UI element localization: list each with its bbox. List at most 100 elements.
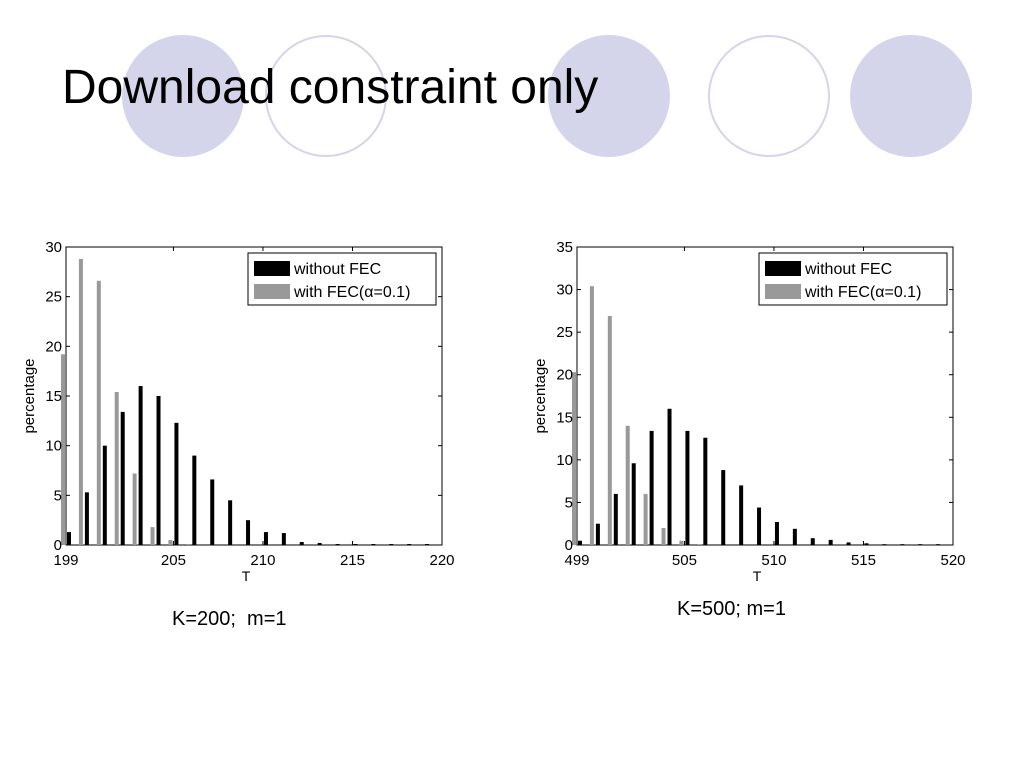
bar-with-fec xyxy=(114,392,119,545)
bar-without-fec xyxy=(228,500,233,545)
y-tick-label: 10 xyxy=(556,452,573,469)
bar-with-fec xyxy=(643,493,648,545)
x-tick-label: 215 xyxy=(340,552,365,569)
decorative-circle xyxy=(265,35,387,157)
legend-swatch xyxy=(254,284,290,299)
y-tick-label: 30 xyxy=(45,239,62,256)
y-tick-label: 15 xyxy=(45,388,62,405)
chart-caption-k200: K=200; m=1 xyxy=(172,608,287,630)
y-tick-label: 5 xyxy=(565,494,573,511)
y-tick-label: 35 xyxy=(556,239,573,256)
decorative-circle xyxy=(850,35,972,157)
bar-without-fec xyxy=(138,386,143,545)
x-tick-label: 520 xyxy=(940,552,965,569)
bar-without-fec xyxy=(102,445,107,545)
x-tick-label: 199 xyxy=(53,552,78,569)
legend-label: with FEC(α=0.1) xyxy=(293,284,410,301)
bar-without-fec xyxy=(246,520,251,545)
bar-without-fec xyxy=(900,544,905,545)
y-tick-label: 30 xyxy=(556,282,573,299)
bar-without-fec xyxy=(371,544,376,545)
legend-swatch xyxy=(254,261,290,276)
x-tick-label: 210 xyxy=(250,552,275,569)
bar-without-fec xyxy=(335,544,340,545)
bar-without-fec xyxy=(721,470,726,545)
y-tick-label: 25 xyxy=(45,289,62,306)
bar-with-fec xyxy=(78,258,83,545)
y-tick-label: 15 xyxy=(556,409,573,426)
bar-without-fec xyxy=(631,463,636,545)
chart-caption-k500: K=500; m=1 xyxy=(677,598,786,620)
bar-without-fec xyxy=(613,493,618,545)
legend-swatch xyxy=(765,284,801,299)
bar-without-fec xyxy=(667,408,672,545)
bar-without-fec xyxy=(792,528,797,545)
bar-without-fec xyxy=(936,544,941,545)
bar-without-fec xyxy=(425,544,430,545)
decorative-circle xyxy=(122,35,244,157)
bar-without-fec xyxy=(828,539,833,545)
bar-without-fec xyxy=(918,544,923,545)
bar-without-fec xyxy=(810,538,815,545)
bar-without-fec xyxy=(703,437,708,545)
y-tick-label: 20 xyxy=(556,367,573,384)
bar-with-fec xyxy=(589,286,594,545)
bar-without-fec xyxy=(407,544,412,545)
x-tick-label: 205 xyxy=(161,552,186,569)
bar-with-fec xyxy=(96,280,101,545)
decorative-circle xyxy=(708,35,830,157)
legend-swatch xyxy=(765,261,801,276)
legend-label: with FEC(α=0.1) xyxy=(804,284,921,301)
bar-without-fec xyxy=(846,542,851,545)
bar-with-fec xyxy=(697,544,702,545)
x-tick-label: 515 xyxy=(851,552,876,569)
bar-without-fec xyxy=(174,422,179,545)
x-tick-label: 220 xyxy=(429,552,454,569)
x-tick-label: 499 xyxy=(564,552,589,569)
bar-without-fec xyxy=(210,479,215,545)
bar-without-fec xyxy=(649,430,654,545)
bar-without-fec xyxy=(263,532,268,545)
legend-label: without FEC xyxy=(293,261,381,278)
bar-without-fec xyxy=(757,507,762,545)
bar-without-fec xyxy=(353,544,358,545)
legend-label: without FEC xyxy=(804,261,892,278)
bar-with-fec xyxy=(150,527,155,545)
bar-with-fec xyxy=(625,425,630,545)
decorative-circle xyxy=(548,35,670,157)
bar-without-fec xyxy=(192,455,197,545)
bar-without-fec xyxy=(120,411,125,545)
bar-without-fec xyxy=(578,540,582,545)
slide-title: Download constraint only xyxy=(62,61,599,114)
bar-with-fec xyxy=(661,527,666,545)
y-tick-label: 0 xyxy=(565,537,573,554)
x-tick-label: 510 xyxy=(761,552,786,569)
y-tick-label: 0 xyxy=(54,537,62,554)
bar-with-fec xyxy=(572,372,576,545)
bar-with-fec xyxy=(186,544,191,545)
y-tick-label: 20 xyxy=(45,338,62,355)
y-tick-label: 5 xyxy=(54,487,62,504)
bar-with-fec xyxy=(61,354,65,545)
x-axis-label: T xyxy=(753,568,762,584)
bar-without-fec xyxy=(67,532,71,545)
bar-without-fec xyxy=(685,430,690,545)
bar-without-fec xyxy=(389,544,394,545)
bar-without-fec xyxy=(299,542,304,545)
bar-without-fec xyxy=(774,522,779,545)
x-axis-label: T xyxy=(242,568,251,584)
bar-with-fec xyxy=(607,315,612,545)
bar-without-fec xyxy=(739,485,744,545)
bar-without-fec xyxy=(156,396,161,545)
bar-without-fec xyxy=(317,543,322,545)
bar-with-fec xyxy=(168,540,173,545)
bar-without-fec xyxy=(864,543,869,545)
bar-with-fec xyxy=(679,540,684,545)
bar-without-fec xyxy=(882,544,887,545)
y-axis-label: percentage xyxy=(532,358,549,433)
bar-without-fec xyxy=(281,533,286,545)
x-tick-label: 505 xyxy=(672,552,697,569)
y-tick-label: 25 xyxy=(556,324,573,341)
